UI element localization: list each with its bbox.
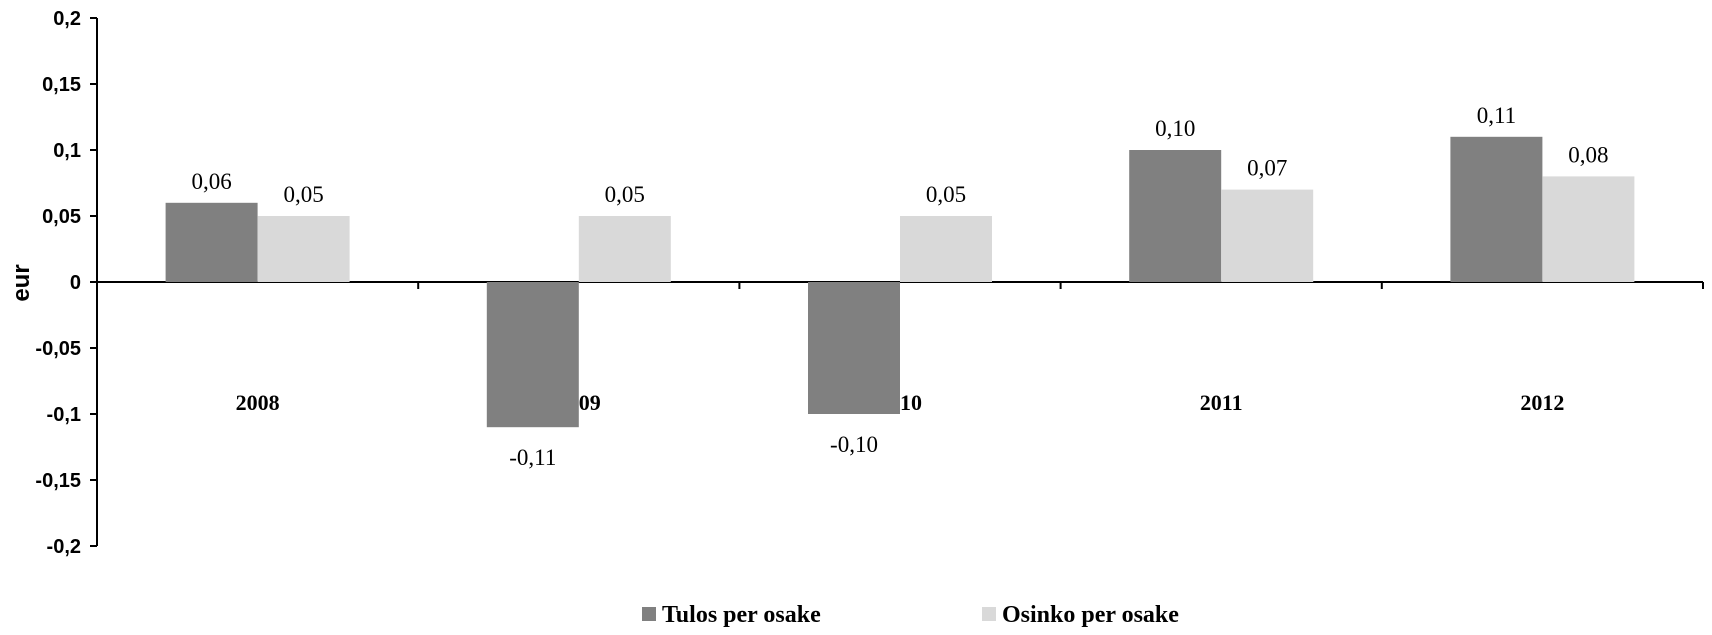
bar-osinko [257,216,350,282]
y-tick-label: 0,2 [53,8,81,30]
data-label: 0,05 [926,182,966,207]
bar-osinko [1542,176,1635,282]
bar-osinko [900,216,992,282]
bar-tulos [1450,136,1543,282]
legend-label: Osinko per osake [1002,602,1179,628]
data-label: 0,05 [283,182,323,207]
data-label: 0,07 [1247,156,1287,181]
y-tick-label: -0,15 [35,470,81,492]
data-label: 0,06 [191,169,231,194]
bar-osinko [1221,189,1314,282]
legend-label: Tulos per osake [662,602,821,628]
legend-swatch [982,607,996,621]
bar-tulos [165,202,258,282]
data-label: 0,11 [1477,103,1516,128]
data-label: -0,10 [830,432,878,457]
y-tick-label: -0,2 [47,536,81,558]
bar-tulos [1129,150,1222,282]
x-category-label: 2011 [1200,390,1243,415]
x-category-label: 2012 [1520,390,1564,415]
bar-osinko [578,216,671,282]
y-axis-label: eur [8,264,35,301]
y-tick-label: 0 [70,272,81,294]
bar-tulos [808,282,900,414]
legend: Tulos per osake Osinko per osake [642,602,1179,628]
data-label: 0,10 [1155,116,1195,141]
y-tick-label: 0,15 [42,74,81,96]
y-tick-label: 0,1 [53,140,81,162]
data-label: 0,05 [605,182,645,207]
y-tick-label: -0,05 [35,338,81,360]
data-labels: 0,06 -0,11 -0,10 0,10 0,11 0,05 0,05 0,05 0,07 0,… [191,103,1608,470]
y-tick-label: 0,05 [42,206,81,228]
y-tick-label: -0,1 [47,404,81,426]
y-axis: 0,2 0,15 0,1 0,05 0 -0,05 -0,1 -0,15 -0,2 [35,8,98,558]
legend-swatch [642,607,656,621]
bars [165,136,1635,428]
data-label: -0,11 [509,445,556,470]
x-category-label: 2008 [236,390,280,415]
data-label: 0,08 [1568,142,1608,167]
bar-tulos [486,282,579,428]
